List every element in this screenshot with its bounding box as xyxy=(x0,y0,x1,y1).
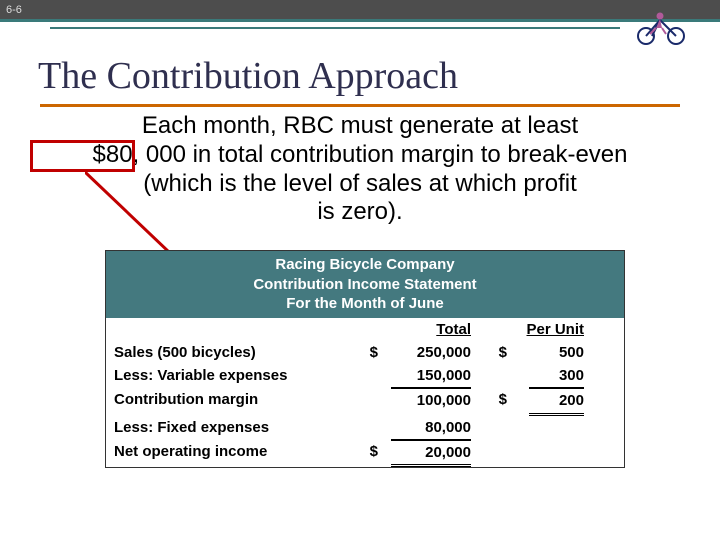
highlight-box xyxy=(30,140,135,172)
unit-value xyxy=(507,440,592,467)
total-value: 20,000 xyxy=(378,440,483,467)
table-row: Less: Fixed expenses 80,000 xyxy=(106,416,624,440)
table-row: Less: Variable expenses 150,000 300 xyxy=(106,364,624,388)
row-label: Contribution margin xyxy=(114,388,354,415)
row-label: Net operating income xyxy=(114,440,354,467)
currency-symbol: $ xyxy=(483,341,507,364)
stmt-header-line3: For the Month of June xyxy=(106,294,624,314)
col-header-total: Total xyxy=(378,318,483,341)
body-line-2: $80, 000 in total contribution margin to… xyxy=(40,141,680,170)
top-bar: 6-6 xyxy=(0,0,720,22)
currency-symbol xyxy=(354,416,378,440)
table-row: Net operating income$20,000 xyxy=(106,440,624,467)
total-value: 80,000 xyxy=(378,416,483,440)
total-value: 150,000 xyxy=(378,364,483,388)
total-value: 100,000 xyxy=(378,388,483,415)
row-label: Less: Fixed expenses xyxy=(114,416,354,440)
unit-value: 500 xyxy=(507,341,592,364)
col-header-unit: Per Unit xyxy=(507,318,592,341)
page-number: 6-6 xyxy=(6,4,22,16)
currency-symbol: $ xyxy=(354,341,378,364)
body-paragraph: Each month, RBC must generate at least $… xyxy=(40,112,680,227)
currency-symbol xyxy=(483,440,507,467)
body-line-3: (which is the level of sales at which pr… xyxy=(40,170,680,199)
stmt-header-line2: Contribution Income Statement xyxy=(106,275,624,295)
currency-symbol xyxy=(483,364,507,388)
stmt-header-line1: Racing Bicycle Company xyxy=(106,255,624,275)
row-label: Sales (500 bicycles) xyxy=(114,341,354,364)
currency-symbol xyxy=(354,364,378,388)
total-value: 250,000 xyxy=(378,341,483,364)
statement-col-headers: Total Per Unit xyxy=(106,318,624,341)
row-label: Less: Variable expenses xyxy=(114,364,354,388)
unit-value: 300 xyxy=(507,364,592,388)
table-row: Sales (500 bicycles)$250,000$500 xyxy=(106,341,624,364)
unit-value xyxy=(507,416,592,440)
currency-symbol: $ xyxy=(483,388,507,415)
currency-symbol: $ xyxy=(354,440,378,467)
currency-symbol xyxy=(354,388,378,415)
slide-title: The Contribution Approach xyxy=(38,54,458,98)
title-underline xyxy=(40,104,680,107)
currency-symbol xyxy=(483,416,507,440)
statement-header: Racing Bicycle Company Contribution Inco… xyxy=(106,251,624,318)
bicycle-icon xyxy=(632,6,690,46)
income-statement: Racing Bicycle Company Contribution Inco… xyxy=(105,250,625,468)
header-accent-line xyxy=(50,27,620,29)
body-line-4: is zero). xyxy=(40,198,680,227)
body-line-2-rest: in total contribution margin to break-ev… xyxy=(193,141,628,168)
unit-value: 200 xyxy=(507,388,592,415)
table-row: Contribution margin 100,000$200 xyxy=(106,388,624,415)
body-line-1: Each month, RBC must generate at least xyxy=(40,112,680,141)
statement-body: Total Per Unit Sales (500 bicycles)$250,… xyxy=(106,318,624,468)
